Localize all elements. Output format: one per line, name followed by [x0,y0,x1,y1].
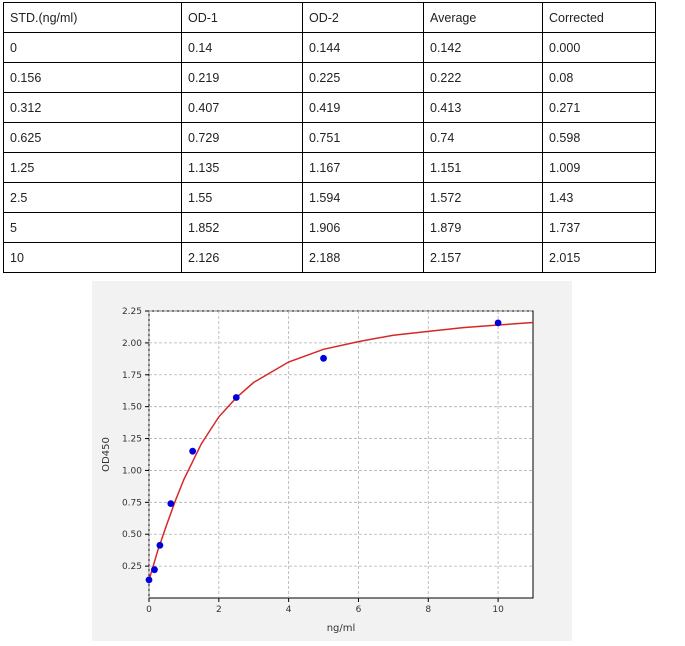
y-tick-label: 2.25 [122,307,142,317]
cell-corrected: 0.598 [542,122,656,153]
header-std: STD.(ng/ml) [3,2,182,33]
cell-average: 1.879 [423,212,543,243]
x-tick-label: 8 [425,605,431,615]
standard-curve-chart: 0 2 4 6 8 10 0.25 0.50 0.75 1.00 1.25 1.50 1.75 2.00 2… [92,281,572,641]
y-tick-label: 0.50 [122,530,142,540]
plot-area [148,310,534,599]
cell-std: 0.312 [3,92,182,123]
data-point [151,566,158,574]
axis-ticks: 0 2 4 6 8 10 0.25 0.50 0.75 1.00 1.25 1.50 1.75 2.00 2… [122,307,504,615]
cell-average: 0.413 [423,92,543,123]
cell-od1: 1.852 [181,212,303,243]
cell-od1: 0.729 [181,122,303,153]
cell-average: 1.151 [423,152,543,183]
data-point [156,541,164,549]
cell-std: 2.5 [3,182,182,213]
cell-od1: 2.126 [181,242,303,273]
table-row: 2.5 1.55 1.594 1.572 1.43 [3,182,656,213]
y-tick-label: 1.25 [122,435,142,445]
cell-std: 0.625 [3,122,182,153]
cell-corrected: 0.08 [542,62,656,93]
cell-average: 2.157 [423,242,543,273]
x-tick-label: 10 [492,605,504,615]
cell-od2: 0.751 [302,122,424,153]
cell-od1: 1.135 [181,152,303,183]
cell-od2: 1.167 [302,152,424,183]
y-tick-label: 0.75 [122,498,142,508]
fit-curve-line [148,321,534,581]
cell-corrected: 0.000 [542,32,656,63]
data-point [145,576,153,584]
grid-lines [148,310,533,598]
data-point [189,447,197,455]
y-axis-label: OD450 [101,437,112,472]
cell-std: 1.25 [3,152,182,183]
y-tick-label: 1.00 [122,466,142,476]
x-tick-label: 0 [146,605,152,615]
cell-corrected: 1.43 [542,182,656,213]
cell-std: 10 [3,242,182,273]
y-tick-label: 2.00 [122,339,142,349]
cell-average: 1.572 [423,182,543,213]
table-row: 1.25 1.135 1.167 1.151 1.009 [3,152,656,183]
data-point [494,319,502,327]
cell-std: 0.156 [3,62,182,93]
cell-std: 5 [3,212,182,243]
table-row: 10 2.126 2.188 2.157 2.015 [3,242,656,273]
cell-std: 0 [3,32,182,63]
x-tick-label: 4 [286,605,292,615]
header-od2: OD-2 [302,2,424,33]
x-tick-label: 2 [216,605,222,615]
cell-corrected: 2.015 [542,242,656,273]
y-tick-label: 0.25 [122,562,142,572]
table-row: 0 0.14 0.144 0.142 0.000 [3,32,656,63]
cell-od1: 0.219 [181,62,303,93]
y-tick-label: 1.75 [122,371,142,381]
x-axis-label: ng/ml [327,623,356,634]
cell-od1: 0.14 [181,32,303,63]
table-row: 0.312 0.407 0.419 0.413 0.271 [3,92,656,123]
cell-od2: 0.144 [302,32,424,63]
cell-od2: 0.225 [302,62,424,93]
cell-average: 0.142 [423,32,543,63]
cell-average: 0.74 [423,122,543,153]
x-tick-label: 6 [356,605,362,615]
data-point [167,500,175,508]
cell-od1: 0.407 [181,92,303,123]
cell-od2: 0.419 [302,92,424,123]
cell-corrected: 1.009 [542,152,656,183]
table-header-row: STD.(ng/ml) OD-1 OD-2 Average Corrected [3,2,656,33]
header-average: Average [423,2,543,33]
chart-canvas: 0 2 4 6 8 10 0.25 0.50 0.75 1.00 1.25 1.50 1.75 2.00 2… [101,307,534,634]
cell-od2: 1.594 [302,182,424,213]
cell-od2: 2.188 [302,242,424,273]
cell-od1: 1.55 [181,182,303,213]
cell-corrected: 1.737 [542,212,656,243]
data-points [145,319,502,584]
table-row: 5 1.852 1.906 1.879 1.737 [3,212,656,243]
header-od1: OD-1 [181,2,303,33]
y-tick-label: 1.50 [122,403,142,413]
standard-curve-table: STD.(ng/ml) OD-1 OD-2 Average Corrected … [3,2,656,273]
data-point [320,354,327,362]
cell-od2: 1.906 [302,212,424,243]
data-point [232,394,240,401]
cell-corrected: 0.271 [542,92,656,123]
table-row: 0.625 0.729 0.751 0.74 0.598 [3,122,656,153]
header-corrected: Corrected [542,2,656,33]
table-row: 0.156 0.219 0.225 0.222 0.08 [3,62,656,93]
cell-average: 0.222 [423,62,543,93]
